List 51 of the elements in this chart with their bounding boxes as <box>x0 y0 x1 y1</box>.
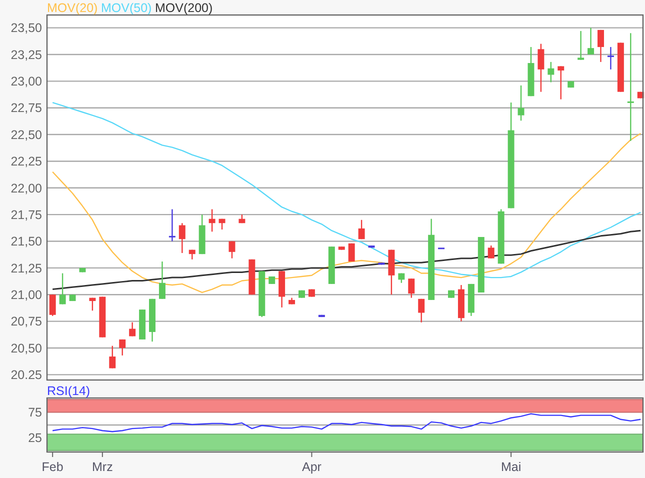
candlestick <box>49 294 56 317</box>
y-tick-label: 23,25 <box>10 48 42 62</box>
x-tick-label: Mai <box>500 460 522 474</box>
candlestick <box>228 240 236 259</box>
candlestick <box>358 219 365 240</box>
candlestick <box>408 278 415 298</box>
candlestick <box>607 46 614 70</box>
candlestick <box>598 29 604 63</box>
y-tick-label: 23,50 <box>10 21 42 36</box>
y-tick-label: 21,25 <box>10 261 42 276</box>
y-tick-label: 22,50 <box>10 128 42 142</box>
candlestick <box>627 32 634 142</box>
candlestick <box>518 84 524 122</box>
candlestick <box>558 66 564 100</box>
candlestick <box>178 222 186 254</box>
y-tick-label: 20,50 <box>10 341 42 356</box>
candlestick <box>548 61 554 83</box>
line-series <box>52 230 642 290</box>
candlestick <box>418 298 425 323</box>
y-tick-label: 25 <box>28 431 42 446</box>
y-tick-label: 20.25 <box>10 368 42 382</box>
candlestick <box>208 208 216 232</box>
line-series <box>52 413 642 432</box>
line-series <box>52 102 642 278</box>
candlestick <box>588 27 594 56</box>
text: MOV(200) <box>155 1 213 15</box>
y-tick-label: 22,00 <box>10 181 42 196</box>
y-tick-label: 21,00 <box>10 288 42 302</box>
y-tick-label: 20,75 <box>10 314 42 329</box>
candlestick <box>129 322 136 337</box>
y-tick-label: 21,50 <box>10 234 42 249</box>
candlestick <box>578 30 584 60</box>
y-tick-label: 22,75 <box>10 101 42 116</box>
candlestick <box>538 43 544 92</box>
text: MOV(50) <box>101 1 152 15</box>
candlestick <box>119 338 126 356</box>
candlestick <box>89 297 96 312</box>
text: MOV(20) <box>47 1 98 15</box>
y-tick-label: 75 <box>28 406 42 420</box>
x-tick-label: Feb <box>42 460 64 474</box>
candlestick <box>59 272 66 305</box>
text: RSI(14) <box>47 384 90 398</box>
candlestick <box>109 345 116 369</box>
x-tick-label: Mrz <box>92 460 113 474</box>
y-tick-label: 23,00 <box>10 74 42 89</box>
candlestick <box>168 208 176 242</box>
x-tick-label: Apr <box>302 460 322 474</box>
candlestick <box>488 244 494 259</box>
y-tick-label: 22,25 <box>10 154 42 169</box>
candlestick <box>158 260 166 300</box>
y-tick-label: 21,75 <box>10 208 42 222</box>
